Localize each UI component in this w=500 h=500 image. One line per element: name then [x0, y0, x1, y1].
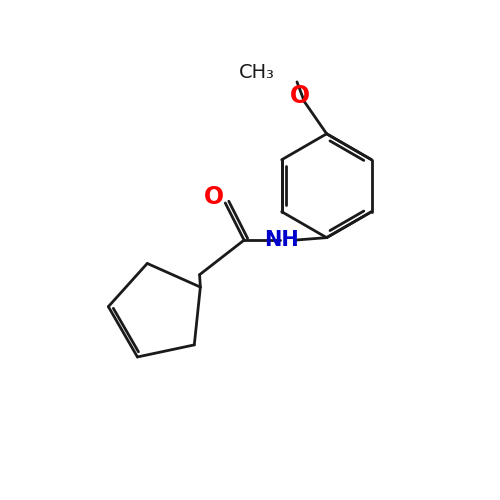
Text: O: O: [290, 84, 310, 108]
Text: O: O: [204, 185, 225, 209]
Text: NH: NH: [264, 230, 298, 250]
Text: CH₃: CH₃: [239, 64, 274, 82]
